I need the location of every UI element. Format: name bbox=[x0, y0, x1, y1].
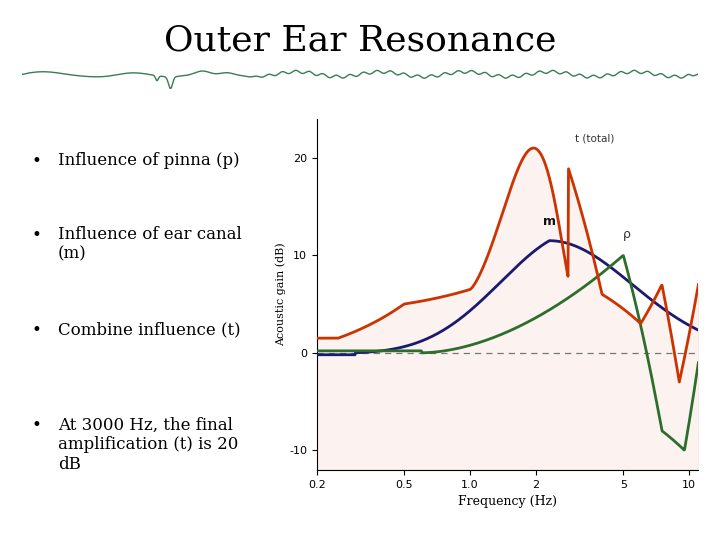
Text: m: m bbox=[543, 215, 556, 228]
Text: •: • bbox=[32, 226, 42, 244]
Text: Outer Ear Resonance: Outer Ear Resonance bbox=[163, 24, 557, 57]
Text: •: • bbox=[32, 321, 42, 339]
Text: Influence of pinna (p): Influence of pinna (p) bbox=[58, 152, 240, 169]
Text: •: • bbox=[32, 152, 42, 170]
Text: t (total): t (total) bbox=[575, 133, 614, 143]
X-axis label: Frequency (Hz): Frequency (Hz) bbox=[458, 495, 557, 508]
Text: Combine influence (t): Combine influence (t) bbox=[58, 321, 240, 338]
Text: Influence of ear canal
(m): Influence of ear canal (m) bbox=[58, 226, 242, 262]
Text: ρ: ρ bbox=[623, 228, 631, 241]
Text: At 3000 Hz, the final
amplification (t) is 20
dB: At 3000 Hz, the final amplification (t) … bbox=[58, 416, 238, 472]
Text: •: • bbox=[32, 416, 42, 435]
Y-axis label: Acoustic gain (dB): Acoustic gain (dB) bbox=[276, 242, 287, 346]
